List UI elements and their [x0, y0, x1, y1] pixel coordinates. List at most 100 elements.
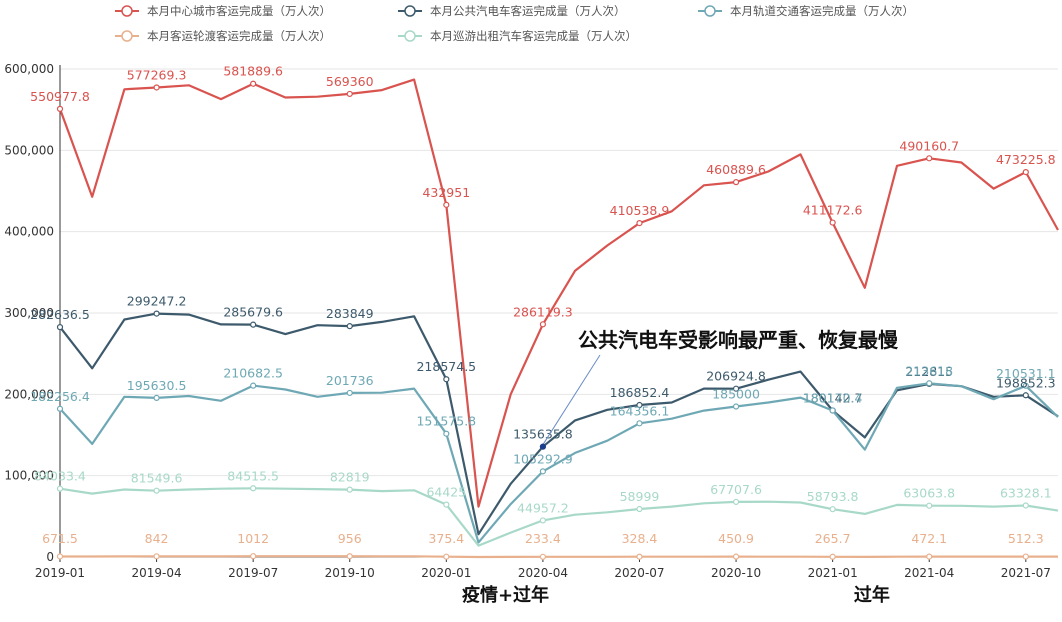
data-point	[732, 179, 740, 186]
x-tick-label: 2020-07	[614, 566, 664, 580]
data-point	[636, 401, 643, 409]
data-label: 44957.2	[517, 500, 569, 515]
legend-item-1[interactable]: 本月公共汽电车客运完成量（万人次）	[398, 4, 626, 18]
data-point	[926, 380, 933, 387]
data-point	[539, 468, 547, 475]
data-point	[153, 310, 160, 317]
data-point	[153, 553, 160, 560]
data-label: 135635.8	[513, 427, 573, 442]
data-label: 180142.7	[803, 390, 863, 405]
data-point	[636, 553, 643, 560]
x-tick-label: 2019-04	[132, 566, 182, 580]
data-label: 512.3	[1008, 531, 1044, 546]
data-label: 84033.4	[34, 469, 86, 484]
data-label: 164356.1	[610, 403, 670, 418]
data-label: 212815	[905, 364, 953, 379]
data-point	[829, 506, 836, 513]
legend-label: 本月轨道交通客运完成量（万人次）	[730, 4, 914, 18]
data-point	[56, 405, 64, 412]
data-point	[1022, 553, 1029, 560]
data-point	[926, 553, 933, 560]
legend-circle-icon	[404, 30, 416, 42]
data-point	[829, 407, 836, 414]
data-point	[732, 553, 740, 560]
data-point	[443, 553, 450, 560]
data-label: 210682.5	[223, 366, 283, 381]
legend-item-2[interactable]: 本月轨道交通客运完成量（万人次）	[698, 4, 914, 18]
data-label: 956	[338, 531, 362, 546]
data-label: 1012	[237, 531, 269, 546]
legend[interactable]: 本月中心城市客运完成量（万人次） 本月公共汽电车客运完成量（万人次） 本月轨道交通客…	[115, 4, 914, 43]
data-point	[250, 553, 257, 560]
y-tick-label: 500,000	[4, 143, 54, 157]
data-label: 472.1	[911, 531, 947, 546]
series-line-0	[58, 78, 1059, 508]
data-point	[539, 321, 547, 328]
legend-item-3[interactable]: 本月客运轮渡客运完成量（万人次）	[115, 29, 331, 43]
data-point	[926, 502, 933, 509]
data-point	[539, 517, 547, 524]
x-tick-label: 2021-01	[808, 566, 858, 580]
series-line-4	[59, 487, 1059, 547]
data-label: 67707.6	[710, 482, 762, 497]
data-point	[1022, 392, 1029, 399]
legend-circle-icon	[121, 5, 133, 17]
legend-label: 本月公共汽电车客运完成量（万人次）	[430, 4, 626, 18]
data-label: 105292.9	[513, 451, 573, 466]
y-tick-label: 300,000	[4, 306, 54, 320]
data-label: 58793.8	[807, 489, 859, 504]
data-point	[346, 90, 353, 98]
x-tick-label: 2021-04	[904, 566, 954, 580]
data-point	[1022, 502, 1029, 509]
legend-item-4[interactable]: 本月巡游出租汽车客运完成量（万人次）	[398, 29, 637, 43]
data-point	[1022, 169, 1029, 176]
annotation-newyear: 过年	[854, 584, 890, 606]
data-label: 282636.5	[30, 307, 90, 322]
data-point	[250, 80, 257, 87]
data-point	[829, 219, 836, 226]
data-label: 473225.8	[996, 152, 1056, 167]
y-tick-label: 400,000	[4, 225, 54, 239]
data-label: 81549.6	[131, 471, 183, 486]
x-tick-label: 2019-10	[325, 566, 375, 580]
data-label: 432951	[422, 185, 470, 200]
data-label: 201736	[326, 373, 374, 388]
data-label: 233.4	[525, 531, 561, 546]
gridlines	[60, 68, 1058, 477]
data-label: 84515.5	[227, 468, 279, 483]
data-point	[56, 324, 64, 331]
legend-circle-icon	[404, 5, 416, 17]
data-label: 328.4	[622, 531, 658, 546]
data-label: 550977.8	[30, 89, 90, 104]
x-tick-label: 2020-01	[421, 566, 471, 580]
data-point	[443, 501, 450, 508]
series-line-2	[59, 382, 1059, 544]
y-tick-label: 100,000	[4, 469, 54, 483]
data-label: 375.4	[428, 531, 464, 546]
data-point	[250, 382, 257, 389]
data-point	[443, 376, 450, 383]
data-point	[56, 553, 64, 560]
data-point	[732, 498, 740, 506]
data-point	[732, 403, 740, 410]
data-point	[636, 420, 643, 427]
data-point	[153, 394, 160, 401]
data-label: 206924.8	[706, 369, 766, 384]
legend-label: 本月巡游出租汽车客运完成量（万人次）	[430, 29, 637, 43]
legend-item-0[interactable]: 本月中心城市客运完成量（万人次）	[115, 4, 331, 18]
data-label: 577269.3	[127, 67, 187, 82]
data-point	[250, 485, 257, 492]
data-label: 213618	[905, 363, 953, 378]
data-label: 286119.3	[513, 304, 573, 319]
data-label: 186852.4	[610, 385, 670, 400]
data-label: 581889.6	[223, 64, 283, 79]
legend-label: 本月中心城市客运完成量（万人次）	[147, 4, 331, 18]
data-point	[443, 201, 450, 208]
data-point	[829, 553, 836, 560]
data-label: 411172.6	[803, 203, 863, 218]
data-label: 299247.2	[127, 294, 187, 309]
data-point	[1022, 382, 1029, 389]
annotation-bus-impact: 公共汽电车受影响最严重、恢复最慢	[578, 328, 899, 352]
data-point	[346, 389, 353, 397]
